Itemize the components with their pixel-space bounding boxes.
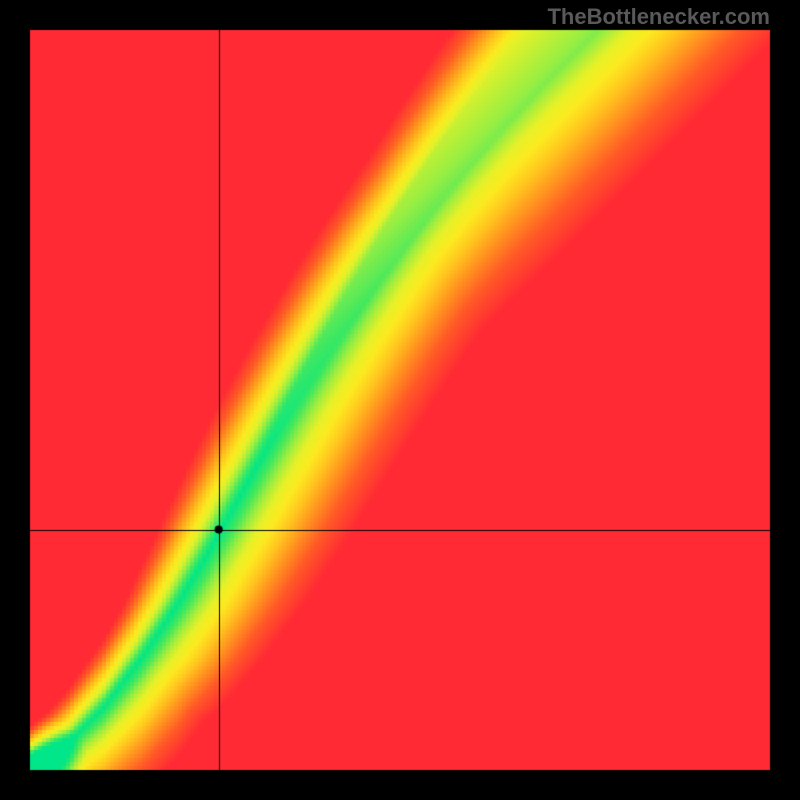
bottleneck-heatmap xyxy=(0,0,800,800)
chart-container: TheBottlenecker.com xyxy=(0,0,800,800)
